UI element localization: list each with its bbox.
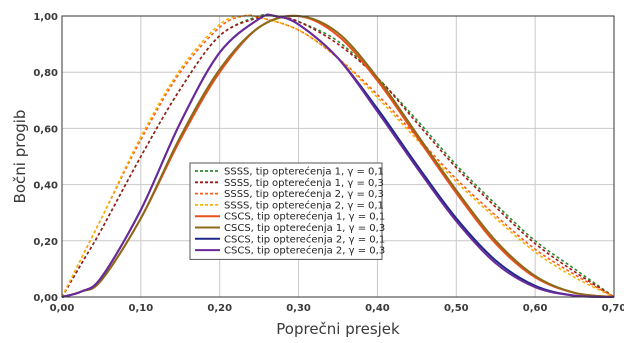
series-line-6	[61, 14, 615, 298]
legend-label: SSSS, tip opterećenja 2, γ = 0,1	[224, 199, 384, 211]
x-tick-label: 0,20	[207, 303, 232, 314]
series-line-8	[61, 13, 615, 298]
y-tick-label: 0,60	[33, 124, 58, 135]
series-layer	[61, 13, 615, 298]
series-line-4	[61, 14, 615, 298]
legend-label: CSCS, tip opterećenja 1, γ = 0,1	[224, 211, 385, 223]
y-tick-label: 0,40	[33, 181, 58, 192]
legend-box	[189, 162, 383, 260]
plot-frame	[61, 15, 615, 298]
legend-label: CSCS, tip opterećenja 2, γ = 0,3	[224, 245, 385, 257]
y-axis-title: Bočni progib	[11, 110, 29, 204]
x-tick-label: 0,60	[523, 303, 548, 314]
x-axis-title: Poprečni presjek	[276, 320, 400, 338]
series-line-2	[61, 14, 615, 298]
legend-label: SSSS, tip opterećenja 2, γ = 0,3	[224, 188, 384, 200]
y-tick-label: 0,00	[33, 293, 58, 304]
y-tick-label: 1,00	[33, 12, 58, 23]
y-tick-label: 0,80	[33, 68, 58, 79]
x-tick-label: 0,50	[444, 303, 469, 314]
x-tick-label: 0,30	[286, 303, 311, 314]
x-tick-label: 0,40	[365, 303, 390, 314]
legend-label: CSCS, tip opterećenja 2, γ = 0,1	[224, 233, 385, 245]
legend-label: CSCS, tip opterećenja 1, γ = 0,3	[224, 222, 385, 234]
x-tick-label: 0,70	[602, 303, 624, 314]
tick-labels: 0,00 0,10 0,20 0,30 0,40 0,50 0,60 0,70 0,00 0,20…	[33, 12, 624, 314]
y-tick-label: 0,20	[33, 237, 58, 248]
legend-label: SSSS, tip opterećenja 1, γ = 0,1	[224, 166, 384, 178]
x-tick-label: 0,10	[129, 303, 154, 314]
legend-label: SSSS, tip opterećenja 1, γ = 0,3	[224, 177, 384, 189]
x-tick-label: 0,00	[50, 303, 75, 314]
